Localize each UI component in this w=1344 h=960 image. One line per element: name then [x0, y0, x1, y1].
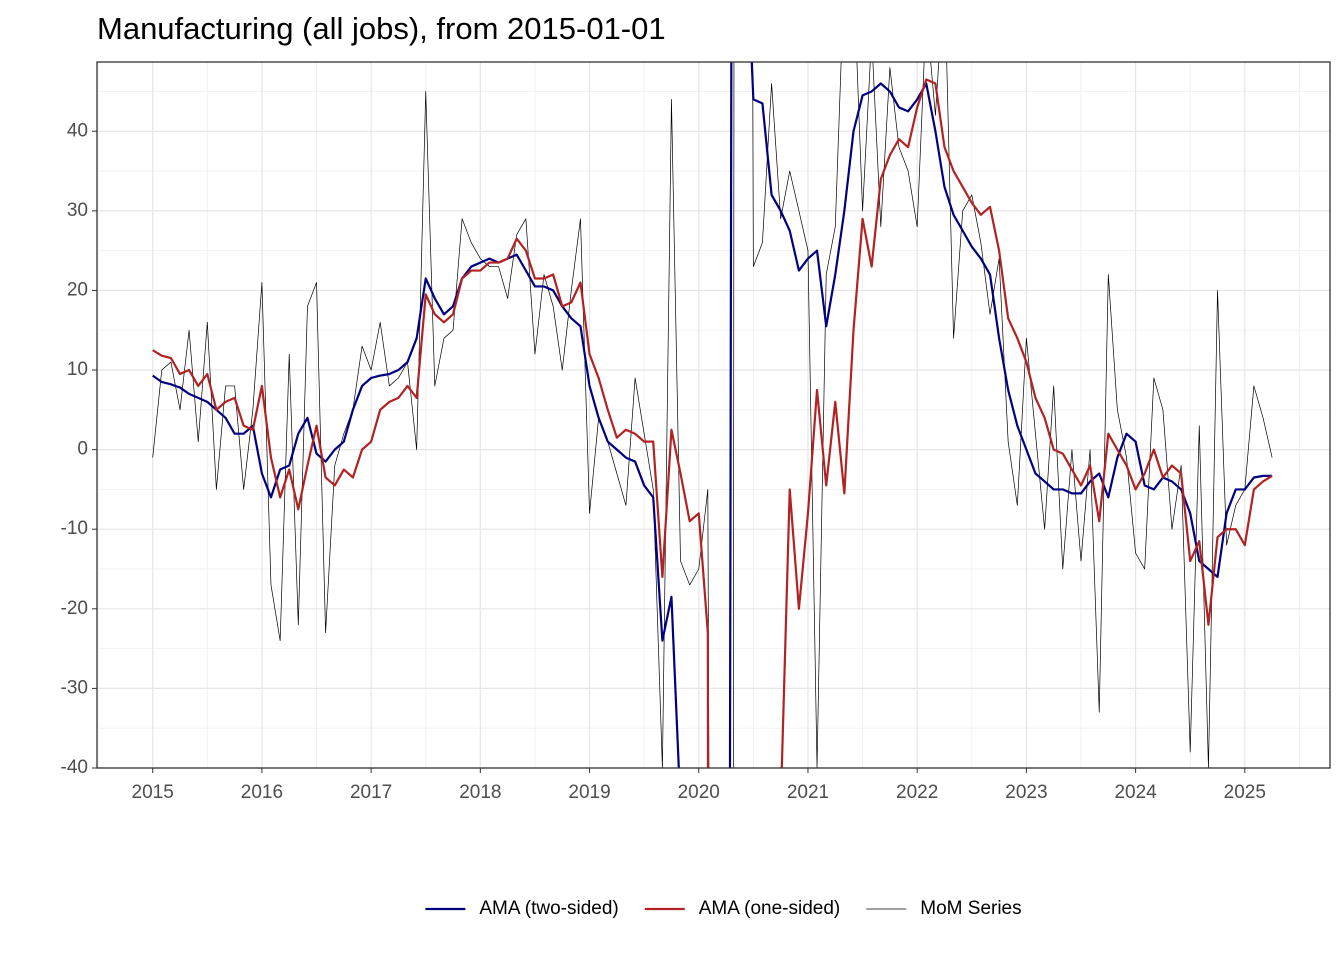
x-tick-label: 2019: [568, 782, 610, 803]
x-tick-label: 2018: [459, 782, 501, 803]
y-tick-label: -30: [61, 677, 88, 698]
legend-item: AMA (two-sided): [425, 898, 619, 919]
y-tick-label: -10: [61, 518, 88, 539]
legend-label: AMA (one-sided): [699, 898, 841, 919]
legend-label: AMA (two-sided): [479, 898, 618, 919]
y-tick-label: 20: [67, 279, 88, 300]
y-tick-label: 30: [67, 200, 88, 221]
x-tick-label: 2022: [896, 782, 938, 803]
x-tick-label: 2016: [241, 782, 283, 803]
x-tick-label: 2025: [1224, 782, 1266, 803]
chart-title: Manufacturing (all jobs), from 2015-01-0…: [97, 11, 666, 46]
y-tick-label: 10: [67, 359, 88, 380]
x-tick-label: 2024: [1114, 782, 1157, 803]
y-tick-label: -40: [61, 757, 88, 778]
legend-item: AMA (one-sided): [644, 898, 841, 919]
legend: AMA (two-sided) AMA (one-sided) MoM Series: [425, 898, 1022, 919]
plot-lines: [152, 62, 1273, 768]
axes: -40 -30 -20 -10 0 10 20 30 40 2015 2016 2017 2018 201…: [61, 120, 1266, 803]
panel-border: [96, 61, 1331, 769]
series-line: [152, 62, 1273, 768]
legend-label: MoM Series: [920, 898, 1021, 919]
y-tick-label: -20: [61, 598, 88, 619]
x-tick-label: 2021: [787, 782, 829, 803]
y-tick-label: 0: [77, 439, 88, 460]
y-tick-label: 40: [67, 120, 88, 141]
x-tick-label: 2023: [1005, 782, 1047, 803]
series-line: [152, 62, 1273, 768]
x-tick-label: 2020: [678, 782, 720, 803]
series-line: [152, 78, 1273, 768]
x-tick-label: 2015: [132, 782, 174, 803]
legend-item: MoM Series: [866, 898, 1022, 919]
x-tick-label: 2017: [350, 782, 392, 803]
